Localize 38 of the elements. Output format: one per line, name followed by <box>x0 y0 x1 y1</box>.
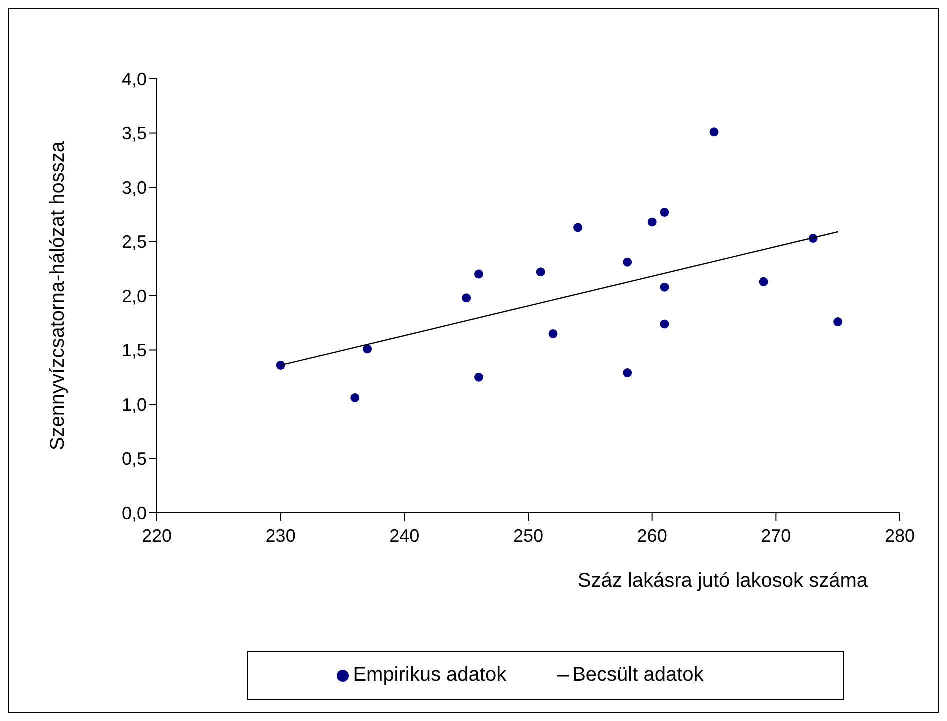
point <box>548 329 558 338</box>
point <box>660 208 670 217</box>
point <box>710 128 719 137</box>
x-tick-label: 250 <box>513 526 544 546</box>
legend-label: Becsült adatok <box>572 664 704 686</box>
point <box>536 268 546 277</box>
point <box>660 320 670 329</box>
legend-label: Empirikus adatok <box>353 664 507 686</box>
x-axis-title: Száz lakásra jutó lakosok száma <box>578 570 869 592</box>
point <box>276 360 286 370</box>
y-tick-label: 3,0 <box>122 178 147 198</box>
x-tick-label: 240 <box>390 526 420 546</box>
point <box>474 270 484 279</box>
x-tick-label: 260 <box>637 526 668 546</box>
y-axis-title: Szennyvízcsatorna-hálózat hossza <box>47 140 70 451</box>
point <box>834 318 843 327</box>
y-tick-label: 1,5 <box>122 340 147 361</box>
point <box>474 372 484 382</box>
point <box>462 294 472 303</box>
y-tick-label: 1,0 <box>122 394 147 415</box>
point <box>623 258 632 267</box>
point <box>648 218 657 227</box>
y-tick-label: 0,0 <box>122 503 147 524</box>
y-tick-label: 3,5 <box>122 124 147 144</box>
point <box>660 282 670 292</box>
y-tick-label: 4,0 <box>122 69 147 90</box>
point <box>759 277 768 286</box>
x-tick-label: 230 <box>266 526 296 546</box>
point <box>623 368 632 378</box>
point <box>363 344 372 354</box>
y-tick-label: 2,0 <box>122 286 147 306</box>
point <box>574 223 583 232</box>
point <box>350 393 360 402</box>
x-tick-label: 280 <box>884 526 916 546</box>
x-tick-label: 220 <box>142 526 172 546</box>
y-tick-label: 0,5 <box>122 449 147 470</box>
x-tick-label: 270 <box>761 526 792 546</box>
y-tick-label: 2,5 <box>122 232 147 252</box>
